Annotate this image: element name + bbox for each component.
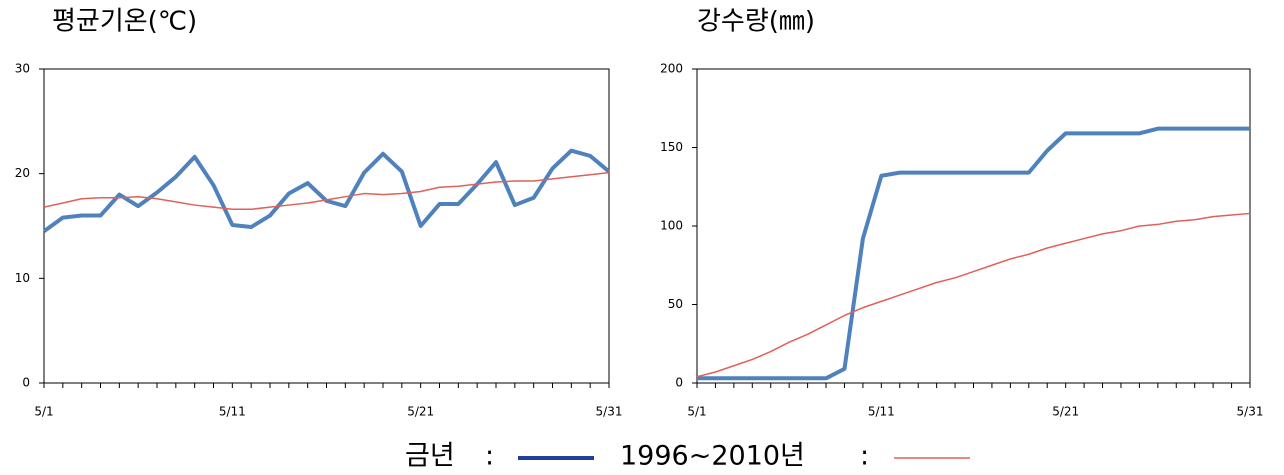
y-tick-label: 20 [15,166,30,180]
legend-label: 1996~2010년 [620,441,805,472]
x-tick-label: 5/21 [407,405,434,419]
data-line [43,171,610,211]
data-line [696,212,1251,378]
x-tick-label: 5/21 [1052,405,1079,419]
x-tick-label: 5/31 [596,405,623,419]
y-tick-label: 150 [660,140,683,154]
x-tick-label: 5/11 [219,405,246,419]
y-tick-label: 10 [15,271,30,285]
y-tick-label: 200 [660,62,683,76]
y-tick-label: 0 [675,376,683,390]
y-tick-label: 30 [15,62,30,76]
y-tick-label: 0 [22,376,30,390]
data-line [42,148,611,233]
x-tick-label: 5/1 [687,405,706,419]
legend-separator: : [860,441,869,472]
plot-frame [696,68,1251,384]
x-tick-label: 5/31 [1237,405,1264,419]
y-tick-label: 50 [668,297,683,311]
legend-separator: : [485,441,494,472]
y-tick-label: 100 [660,219,683,233]
data-line [697,126,1250,381]
legend-label: 금년 [405,441,455,472]
plot-frame [43,68,610,384]
x-tick-label: 5/11 [868,405,895,419]
x-tick-label: 5/1 [34,405,53,419]
chart-title: 평균기온(℃) [52,7,197,37]
chart-title: 강수량(㎜) [697,7,815,37]
